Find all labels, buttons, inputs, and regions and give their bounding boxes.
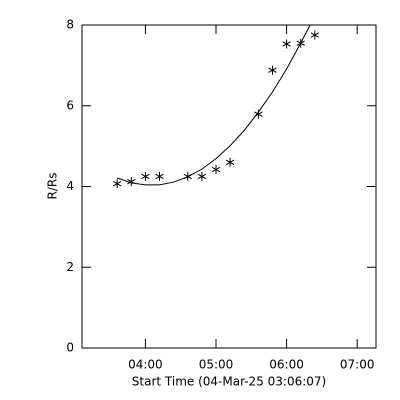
asterisk-marker [113,179,122,189]
asterisk-marker [197,171,207,181]
asterisk-marker [310,30,319,40]
x-tick-label: 04:00 [128,358,163,372]
y-tick-label: 4 [66,179,74,193]
asterisk-marker [211,165,221,175]
y-tick-label: 6 [66,98,74,112]
asterisk-marker [225,157,235,167]
x-tick-label: 07:00 [340,358,375,372]
y-tick-label: 2 [66,260,74,274]
y-axis-title: R/Rs [46,173,60,200]
x-axis-title: Start Time (04-Mar-25 03:06:07) [132,375,326,389]
y-tick-label: 0 [66,341,74,355]
asterisk-marker [155,171,164,181]
asterisk-marker [141,171,150,181]
y-tick-label: 8 [66,18,74,32]
asterisk-marker [282,39,291,49]
fit-curve [117,24,311,186]
x-tick-label: 06:00 [269,358,304,372]
asterisk-marker [254,109,263,119]
asterisk-marker [268,65,277,75]
plot-frame [81,24,377,349]
x-tick-label: 05:00 [199,358,234,372]
